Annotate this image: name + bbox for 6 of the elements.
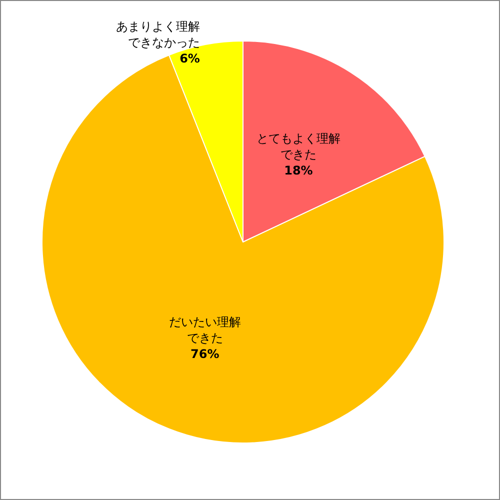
data-label: 6% [180, 52, 200, 66]
slice-label: あまりよく理解できなかった [116, 20, 200, 50]
data-label: 76% [190, 347, 220, 362]
data-label: 18% [284, 164, 313, 178]
slice-label: とてもよく理解できた [256, 132, 340, 162]
slice-label: だいたい理解できた [168, 315, 241, 346]
